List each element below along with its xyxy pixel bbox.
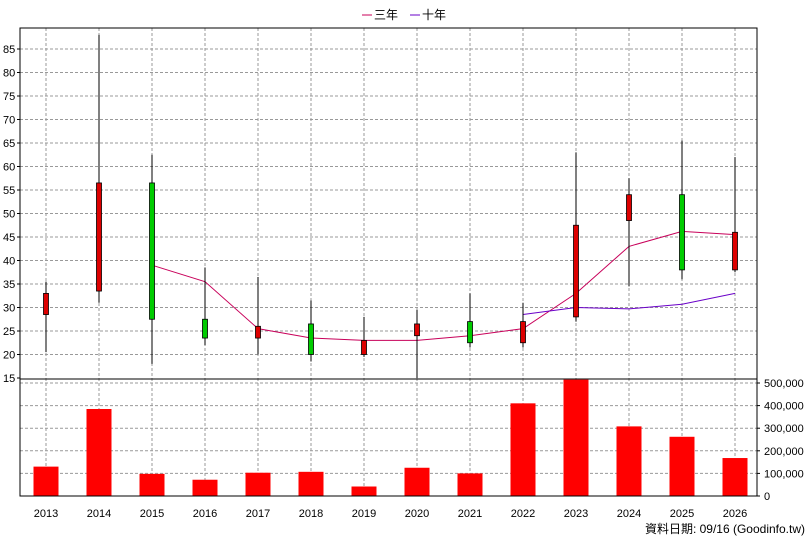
volume-bar: [510, 403, 536, 496]
year-tick-label: 2019: [352, 508, 376, 520]
candle-body: [467, 321, 473, 344]
price-tick-label: 80: [3, 68, 15, 80]
price-tick-label: 55: [3, 185, 15, 197]
candle-body: [573, 224, 579, 318]
volume-bar: [722, 458, 748, 496]
candle-body: [361, 339, 367, 355]
volume-bar: [351, 486, 377, 496]
price-tick-label: 75: [3, 91, 15, 103]
year-tick-label: 2024: [617, 508, 641, 520]
volume-tick-label: 0: [764, 491, 770, 503]
volume-tick-label: 400,000: [764, 401, 804, 413]
price-tick-label: 50: [3, 209, 15, 221]
candle-body: [255, 325, 261, 339]
candle-body: [520, 321, 526, 344]
volume-bar: [616, 426, 642, 496]
price-tick-label: 70: [3, 115, 15, 127]
price-tick-label: 35: [3, 279, 15, 291]
year-tick-label: 2022: [511, 508, 535, 520]
year-tick-label: 2025: [670, 508, 694, 520]
year-tick-label: 2023: [564, 508, 588, 520]
volume-tick-label: 500,000: [764, 378, 804, 390]
moving-average-lines: [151, 230, 736, 341]
candlesticks: [43, 34, 738, 378]
volume-grid: [20, 382, 757, 474]
legend: 三年 十年: [362, 8, 446, 22]
price-tick-label: 25: [3, 326, 15, 338]
candle-body: [149, 182, 155, 320]
volume-tick-label: 100,000: [764, 468, 804, 480]
year-tick-label: 2017: [246, 508, 270, 520]
volume-bar: [298, 471, 324, 496]
legend-label-1: 十年: [422, 8, 446, 22]
price-tick-label: 30: [3, 303, 15, 315]
volume-tick-label: 300,000: [764, 423, 804, 435]
volume-bars: [33, 379, 748, 496]
price-tick-label: 20: [3, 350, 15, 362]
price-tick-label: 85: [3, 44, 15, 56]
volume-bar: [139, 473, 165, 496]
year-tick-label: 2015: [140, 508, 164, 520]
year-tick-label: 2026: [723, 508, 747, 520]
price-tick-label: 60: [3, 162, 15, 174]
price-tick-label: 15: [3, 373, 15, 385]
plot-frame: [19, 27, 758, 497]
year-tick-label: 2016: [193, 508, 217, 520]
candle-body: [96, 182, 102, 292]
plot-border: [19, 27, 758, 497]
candle-body: [202, 318, 208, 339]
year-tick-label: 2020: [405, 508, 429, 520]
volume-bar: [457, 473, 483, 496]
candle-body: [43, 292, 49, 315]
year-tick-label: 2018: [299, 508, 323, 520]
volume-bar: [245, 472, 271, 496]
candle-body: [732, 231, 738, 271]
volume-bar: [563, 379, 589, 496]
price-grid: [20, 28, 757, 496]
legend-label-0: 三年: [374, 8, 398, 22]
volume-bar: [669, 436, 695, 496]
year-tick-label: 2014: [87, 508, 111, 520]
year-tick-label: 2013: [34, 508, 58, 520]
ma-line-0: [151, 230, 736, 341]
year-axis-ticks: 2013 2014 2015 2016 2017 2018 2019 2020 2021 2022…: [34, 508, 747, 520]
volume-axis-ticks: 0 100,000 200,000 300,000 400,000 500,000: [757, 378, 804, 503]
candle-body: [626, 194, 632, 221]
volume-bar: [86, 408, 112, 496]
candle-body: [414, 323, 420, 337]
volume-bar: [33, 466, 59, 496]
candle-body: [679, 194, 685, 271]
year-tick-label: 2021: [458, 508, 482, 520]
volume-bar: [404, 467, 430, 496]
price-tick-label: 45: [3, 232, 15, 244]
footer-source: 資料日期: 09/16 (Goodinfo.tw): [645, 522, 805, 536]
ma-line-1: [522, 292, 736, 316]
price-axis-ticks: 15 20 25 30 35 40 45 50 55 60 65 70 75 80 85: [3, 44, 20, 385]
price-tick-label: 40: [3, 256, 15, 268]
volume-bar: [192, 479, 218, 496]
volume-tick-label: 200,000: [764, 446, 804, 458]
price-tick-label: 65: [3, 138, 15, 150]
candle-body: [308, 323, 314, 355]
